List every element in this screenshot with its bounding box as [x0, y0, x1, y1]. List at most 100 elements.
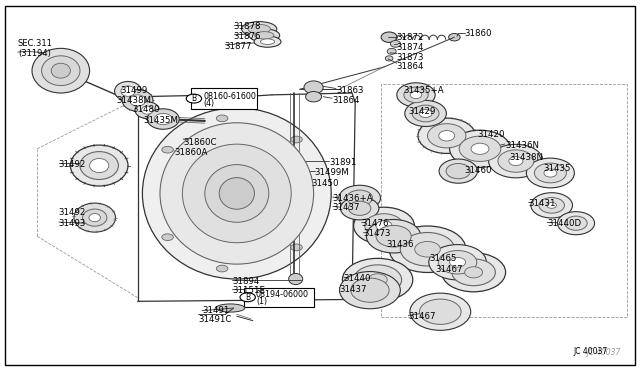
Text: B: B	[245, 293, 250, 302]
Text: 31465: 31465	[429, 254, 457, 263]
Circle shape	[216, 115, 228, 122]
Circle shape	[162, 146, 173, 153]
Circle shape	[186, 94, 202, 103]
Ellipse shape	[216, 304, 244, 312]
Ellipse shape	[122, 90, 153, 111]
Text: (1): (1)	[256, 297, 267, 306]
Ellipse shape	[147, 109, 179, 129]
Ellipse shape	[339, 185, 381, 211]
Text: (4): (4)	[204, 99, 214, 108]
Ellipse shape	[452, 259, 495, 286]
Ellipse shape	[465, 267, 483, 278]
Circle shape	[162, 234, 173, 241]
Text: 31460: 31460	[465, 166, 492, 174]
Ellipse shape	[349, 201, 371, 215]
Ellipse shape	[439, 159, 477, 183]
Text: 31860: 31860	[465, 29, 492, 38]
Ellipse shape	[80, 152, 118, 179]
Text: 31435: 31435	[543, 164, 571, 173]
Text: 31429: 31429	[408, 107, 436, 116]
Text: 31476: 31476	[362, 219, 389, 228]
Text: JC 40037: JC 40037	[586, 348, 621, 357]
Ellipse shape	[539, 198, 564, 213]
Text: 31437: 31437	[333, 203, 360, 212]
Ellipse shape	[376, 221, 392, 231]
Circle shape	[216, 265, 228, 272]
Ellipse shape	[354, 207, 415, 244]
Ellipse shape	[429, 245, 486, 280]
Ellipse shape	[397, 83, 435, 107]
Text: 31863: 31863	[336, 86, 364, 94]
Text: 31473: 31473	[364, 229, 391, 238]
Ellipse shape	[544, 169, 557, 177]
Circle shape	[291, 244, 302, 251]
Ellipse shape	[438, 251, 477, 274]
Text: 31420: 31420	[477, 130, 505, 139]
Ellipse shape	[534, 163, 566, 183]
Text: 31873: 31873	[397, 53, 424, 62]
Ellipse shape	[353, 265, 402, 295]
Ellipse shape	[154, 113, 172, 125]
Ellipse shape	[526, 158, 575, 188]
Text: 31151E: 31151E	[232, 286, 266, 295]
Text: 31440D: 31440D	[547, 219, 581, 228]
Ellipse shape	[42, 56, 80, 86]
Ellipse shape	[160, 123, 314, 264]
Ellipse shape	[351, 278, 389, 302]
Ellipse shape	[410, 293, 470, 330]
Ellipse shape	[387, 48, 396, 54]
Ellipse shape	[260, 39, 275, 45]
Text: 08160-61600: 08160-61600	[204, 92, 257, 101]
Text: 31440: 31440	[344, 274, 371, 283]
Text: 31874: 31874	[397, 43, 424, 52]
Text: 31499M: 31499M	[315, 169, 349, 177]
Ellipse shape	[419, 109, 432, 118]
Ellipse shape	[439, 131, 455, 141]
Ellipse shape	[390, 41, 401, 47]
Text: 31435M: 31435M	[143, 116, 179, 125]
Ellipse shape	[342, 258, 413, 301]
Circle shape	[240, 293, 255, 302]
Ellipse shape	[460, 136, 501, 161]
Ellipse shape	[498, 150, 534, 172]
Ellipse shape	[471, 143, 489, 154]
Text: 31438N: 31438N	[509, 153, 543, 162]
Ellipse shape	[420, 299, 461, 324]
Circle shape	[45, 52, 52, 57]
Text: 31467: 31467	[435, 265, 463, 274]
Ellipse shape	[410, 91, 422, 99]
Text: 31493: 31493	[59, 219, 86, 228]
Ellipse shape	[255, 32, 274, 39]
Text: 31437: 31437	[339, 285, 367, 294]
Ellipse shape	[121, 86, 135, 96]
Text: 31499: 31499	[120, 86, 148, 95]
Ellipse shape	[381, 32, 397, 42]
Text: 31891: 31891	[329, 158, 356, 167]
Ellipse shape	[449, 33, 460, 41]
Bar	[381, 84, 627, 317]
Text: B: B	[191, 94, 196, 103]
Text: 31864: 31864	[332, 96, 360, 105]
Text: 08194-06000: 08194-06000	[256, 291, 309, 299]
Ellipse shape	[32, 48, 90, 93]
Ellipse shape	[141, 106, 153, 114]
Ellipse shape	[135, 102, 159, 119]
Circle shape	[45, 84, 52, 89]
Circle shape	[69, 84, 77, 89]
Text: JC 40037: JC 40037	[573, 347, 608, 356]
Text: 31436: 31436	[387, 240, 414, 249]
FancyBboxPatch shape	[130, 92, 360, 308]
Ellipse shape	[70, 145, 128, 186]
Ellipse shape	[187, 147, 204, 154]
Ellipse shape	[254, 36, 281, 47]
Ellipse shape	[249, 29, 280, 42]
Ellipse shape	[404, 87, 428, 103]
Text: 31876: 31876	[234, 32, 261, 41]
Text: 31872: 31872	[397, 33, 424, 42]
Ellipse shape	[143, 108, 332, 279]
Text: 31860C: 31860C	[183, 138, 216, 147]
Ellipse shape	[385, 56, 393, 61]
Ellipse shape	[531, 193, 572, 218]
Ellipse shape	[289, 273, 303, 285]
Ellipse shape	[347, 190, 372, 206]
